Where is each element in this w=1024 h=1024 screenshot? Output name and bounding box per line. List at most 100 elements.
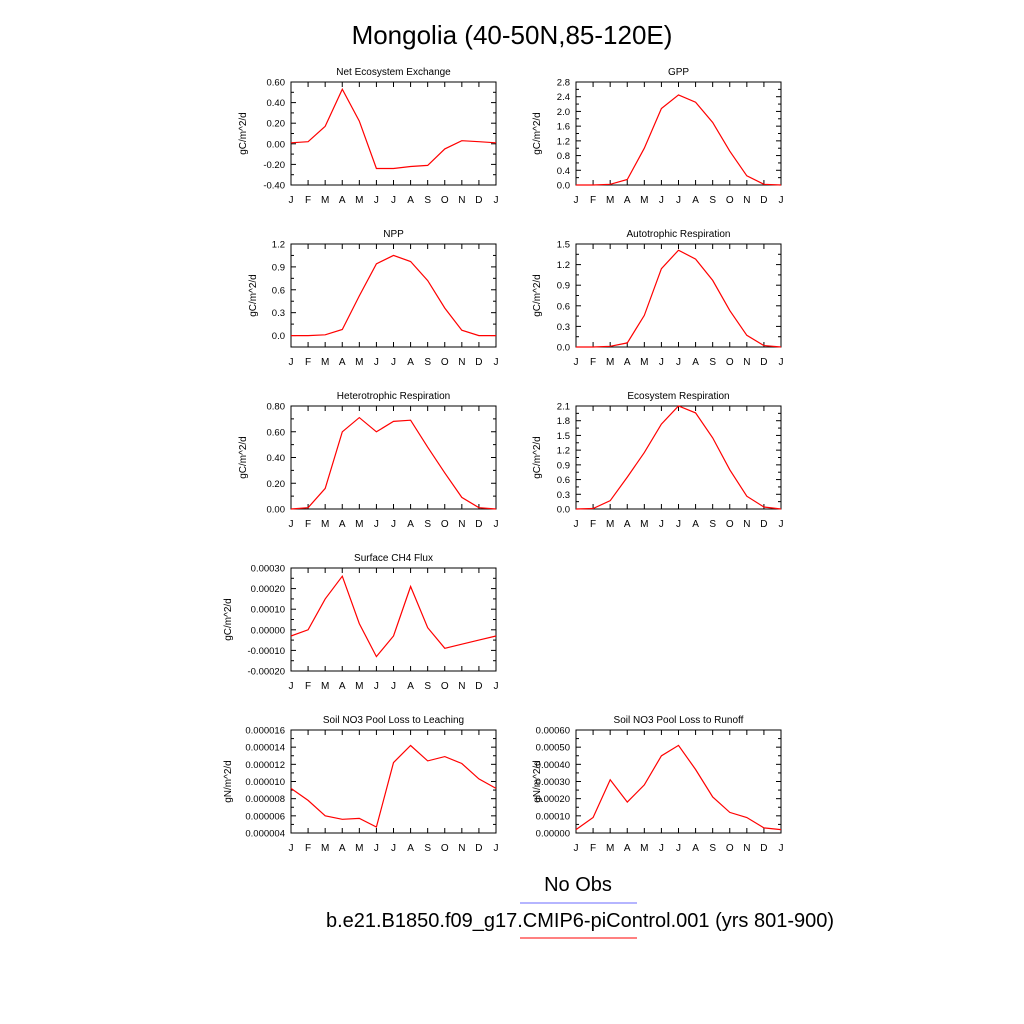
- panel-title: GPP: [668, 67, 689, 78]
- x-tick-label: M: [606, 843, 614, 854]
- y-tick-label: 0.00020: [251, 584, 285, 595]
- x-tick-label: A: [407, 357, 414, 368]
- y-tick-label: 0.000008: [245, 794, 285, 805]
- y-axis-label: gC/m^2/d: [532, 112, 543, 155]
- x-tick-label: J: [289, 843, 294, 854]
- x-tick-label: S: [424, 519, 431, 530]
- x-tick-label: M: [355, 519, 363, 530]
- y-tick-label: 0.6: [557, 301, 570, 312]
- x-tick-label: O: [441, 195, 449, 206]
- x-tick-label: J: [676, 519, 681, 530]
- y-tick-label: 2.0: [557, 107, 570, 118]
- x-tick-label: J: [676, 357, 681, 368]
- series-line: [575, 744, 782, 831]
- x-tick-label: A: [624, 357, 631, 368]
- x-tick-label: J: [374, 681, 379, 692]
- x-tick-label: J: [574, 519, 579, 530]
- panel-4: Autotrophic Respiration 0.0 0.3 0.6 0.9 1.2 1.…: [532, 229, 784, 368]
- y-tick-label: 1.2: [557, 260, 570, 271]
- y-axis-label: gC/m^2/d: [532, 274, 543, 317]
- x-tick-label: A: [692, 843, 699, 854]
- x-tick-label: J: [391, 357, 396, 368]
- panel-1: Net Ecosystem Exchange -0.40 -0.20 0.00 0.20…: [238, 67, 499, 206]
- x-tick-label: N: [458, 843, 465, 854]
- x-tick-label: D: [475, 843, 482, 854]
- y-axis-label: gC/m^2/d: [238, 436, 249, 479]
- x-tick-label: D: [760, 519, 767, 530]
- y-tick-label: 0.00020: [536, 794, 570, 805]
- y-axis-label: gC/m^2/d: [238, 112, 249, 155]
- y-tick-label: 0.00060: [536, 726, 570, 737]
- series-line: [290, 574, 497, 658]
- y-tick-label: 0.000012: [245, 760, 285, 771]
- x-tick-label: M: [640, 843, 648, 854]
- y-tick-label: 1.2: [557, 446, 570, 457]
- x-tick-label: S: [709, 843, 716, 854]
- x-tick-label: A: [339, 357, 346, 368]
- x-tick-label: J: [779, 519, 784, 530]
- plot-frame: [575, 243, 782, 348]
- y-tick-label: 0.00000: [251, 625, 285, 636]
- x-tick-label: J: [676, 843, 681, 854]
- x-tick-label: J: [391, 843, 396, 854]
- y-tick-label: 0.00010: [536, 811, 570, 822]
- x-tick-label: N: [458, 519, 465, 530]
- x-tick-label: J: [374, 519, 379, 530]
- x-tick-label: J: [289, 519, 294, 530]
- x-tick-label: S: [709, 195, 716, 206]
- x-tick-label: S: [424, 195, 431, 206]
- y-tick-label: 0.6: [272, 285, 285, 296]
- x-tick-label: D: [760, 195, 767, 206]
- x-tick-label: J: [574, 843, 579, 854]
- y-tick-label: 0.60: [267, 427, 286, 438]
- panel-title: Surface CH4 Flux: [354, 553, 433, 564]
- x-tick-label: D: [475, 357, 482, 368]
- x-tick-label: J: [374, 195, 379, 206]
- x-tick-label: D: [475, 681, 482, 692]
- x-tick-label: J: [779, 195, 784, 206]
- x-tick-label: S: [709, 519, 716, 530]
- series-line: [576, 94, 782, 186]
- series-line: [290, 416, 497, 510]
- x-tick-label: A: [692, 519, 699, 530]
- series-line: [290, 744, 497, 828]
- x-tick-label: O: [726, 357, 734, 368]
- x-tick-label: A: [407, 843, 414, 854]
- panel-title: Soil NO3 Pool Loss to Runoff: [614, 715, 744, 726]
- x-tick-label: J: [659, 519, 664, 530]
- plot-frame: [575, 405, 782, 510]
- y-tick-label: 0.9: [557, 460, 570, 471]
- x-tick-label: M: [355, 681, 363, 692]
- y-tick-label: 2.1: [557, 402, 570, 413]
- x-tick-label: M: [640, 519, 648, 530]
- y-tick-label: 0.20: [267, 479, 286, 490]
- y-tick-label: 0.000006: [245, 811, 285, 822]
- x-tick-label: J: [494, 843, 499, 854]
- x-tick-label: D: [475, 195, 482, 206]
- y-tick-label: -0.40: [263, 181, 285, 192]
- x-tick-label: N: [743, 357, 750, 368]
- y-tick-label: -0.00020: [247, 667, 285, 678]
- panel-title: Soil NO3 Pool Loss to Leaching: [323, 715, 464, 726]
- x-tick-label: J: [391, 195, 396, 206]
- x-tick-label: S: [424, 681, 431, 692]
- x-tick-label: F: [305, 357, 311, 368]
- x-tick-label: F: [305, 843, 311, 854]
- x-tick-label: A: [692, 357, 699, 368]
- y-tick-label: 0.6: [557, 475, 570, 486]
- x-tick-label: A: [624, 195, 631, 206]
- x-tick-label: M: [321, 681, 329, 692]
- x-tick-label: S: [424, 357, 431, 368]
- plot-frame: [290, 729, 497, 834]
- figure-title: Mongolia (40-50N,85-120E): [352, 20, 673, 50]
- y-tick-label: 0.000016: [245, 726, 285, 737]
- y-tick-label: 0.40: [267, 98, 286, 109]
- x-tick-label: M: [355, 357, 363, 368]
- x-tick-label: O: [726, 519, 734, 530]
- x-tick-label: J: [659, 195, 664, 206]
- y-tick-label: 0.3: [272, 308, 285, 319]
- x-tick-label: A: [407, 519, 414, 530]
- x-tick-label: M: [606, 357, 614, 368]
